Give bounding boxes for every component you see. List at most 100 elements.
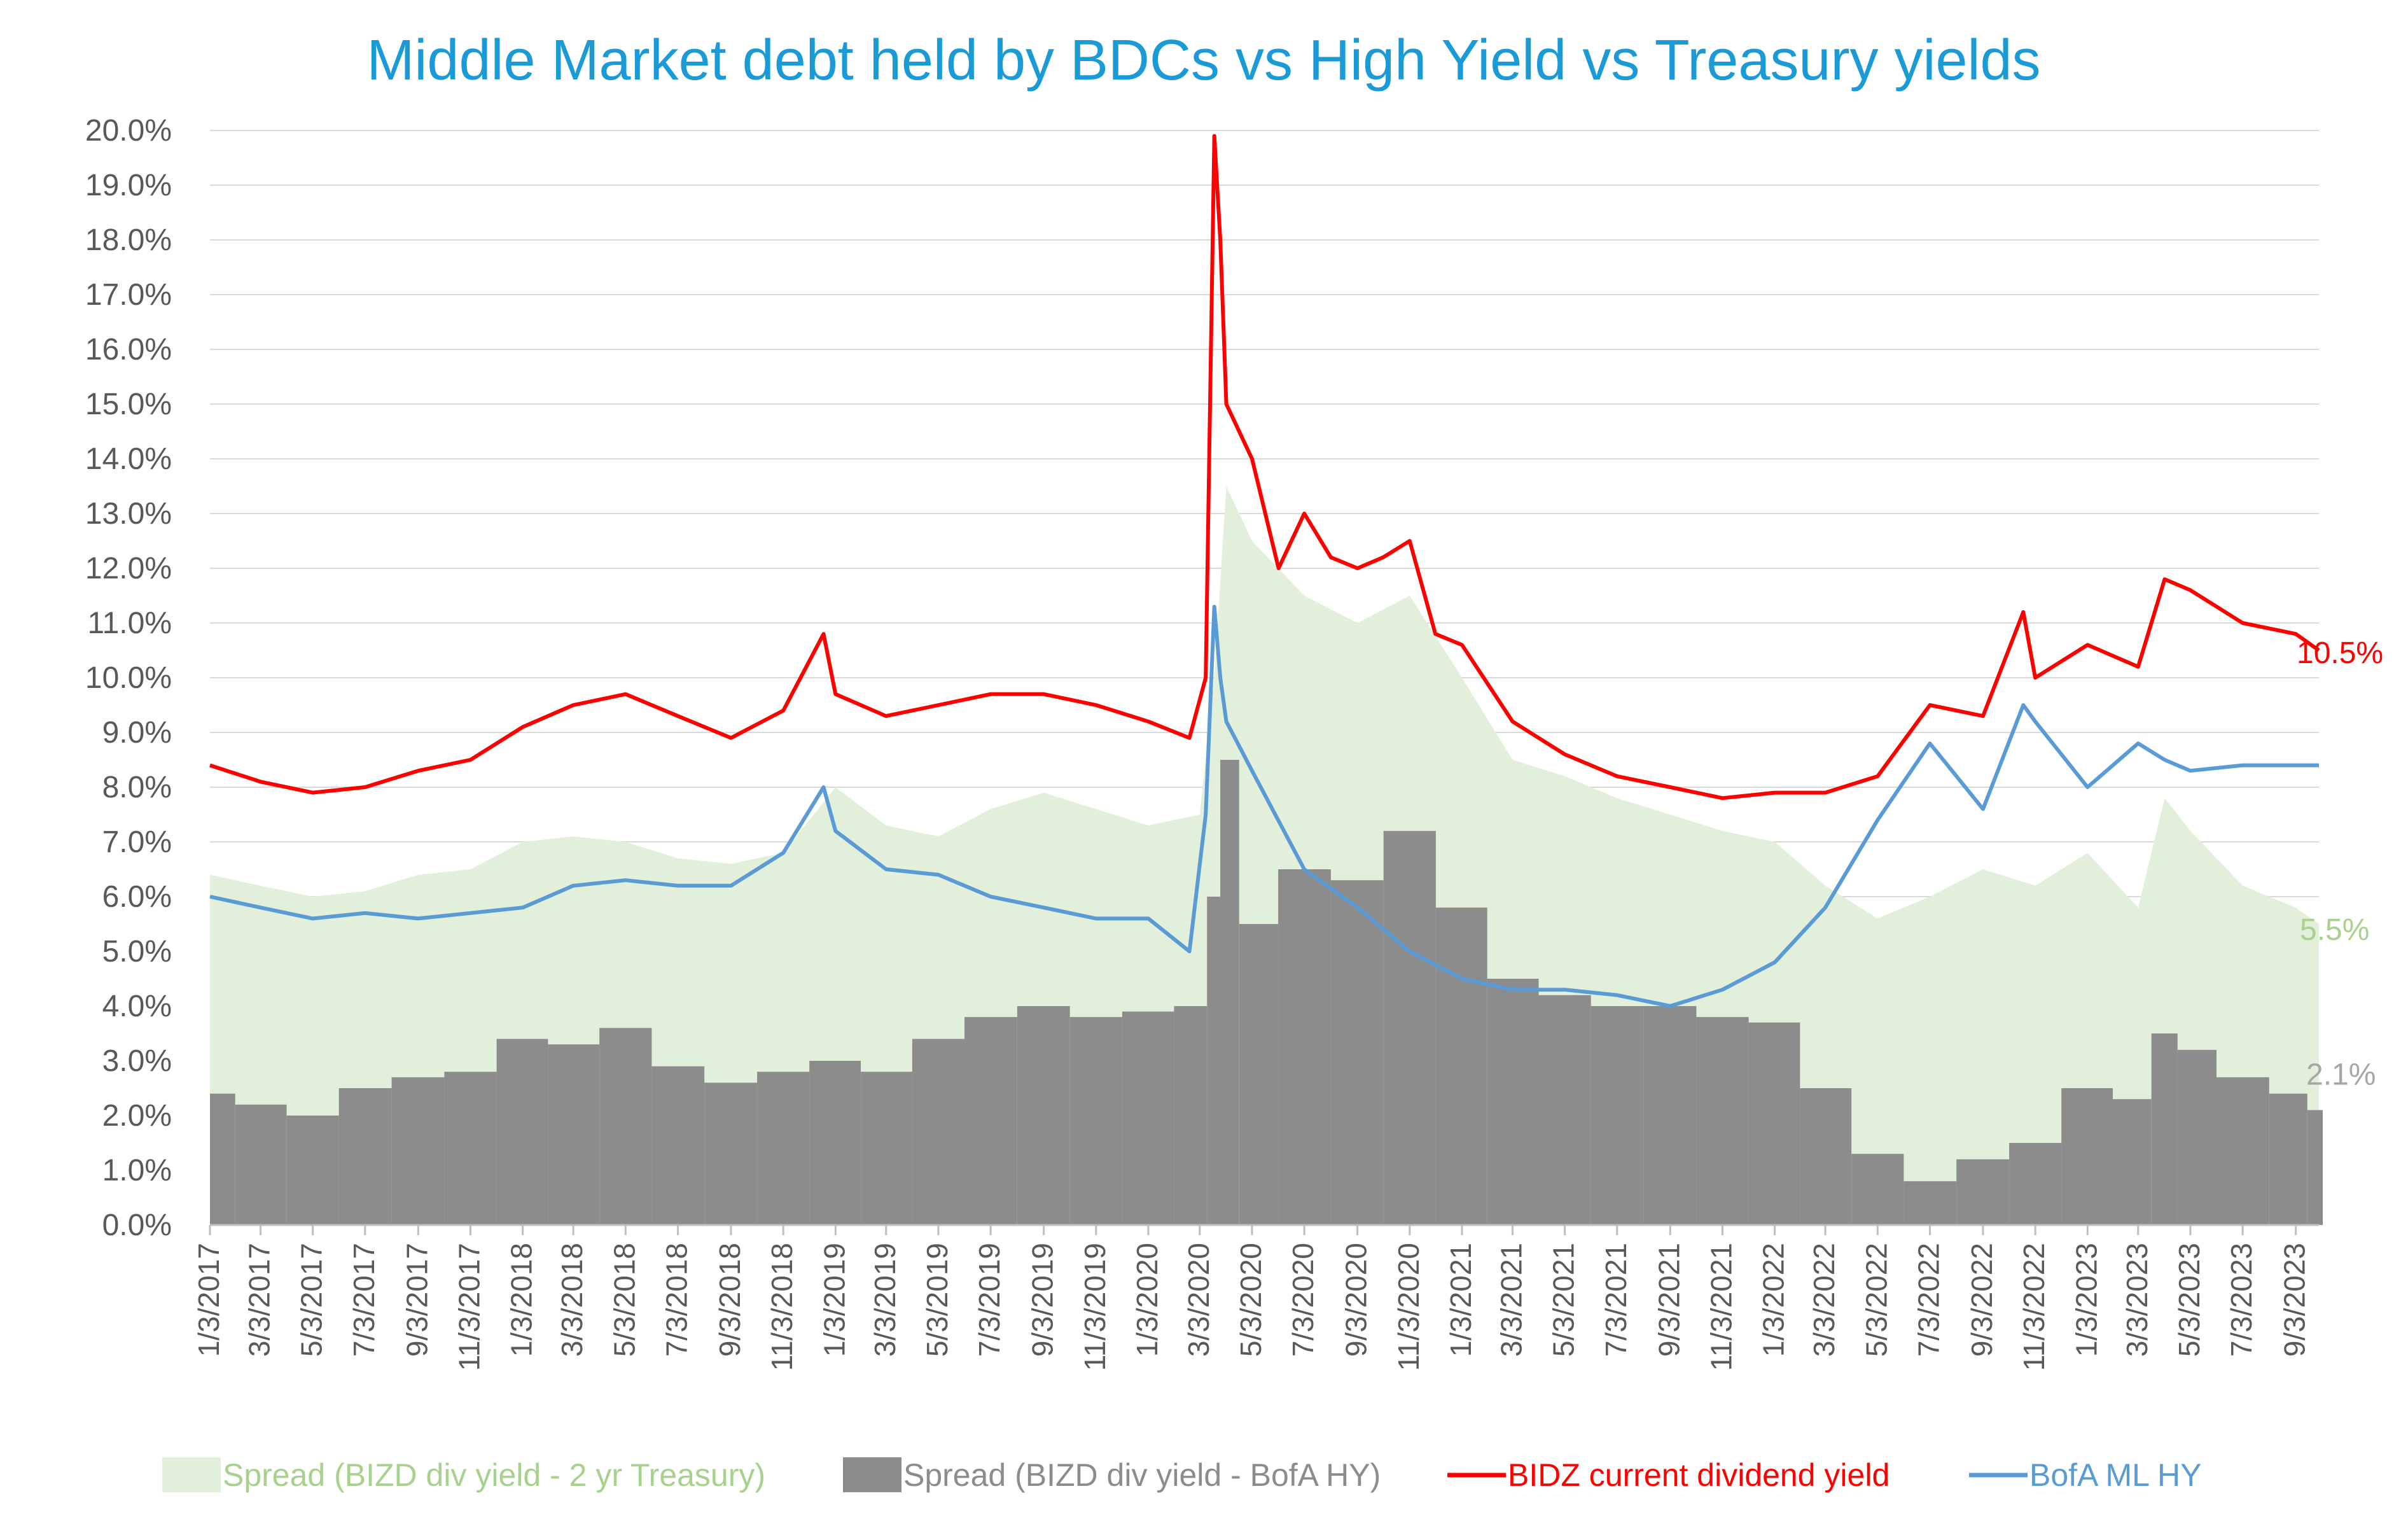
bar-spread-hy	[964, 1017, 1017, 1225]
bar-spread-hy	[1487, 979, 1539, 1225]
bar-spread-hy	[757, 1072, 810, 1225]
bar-spread-hy	[1383, 830, 1436, 1225]
x-tick-label: 7/3/2021	[1599, 1243, 1632, 1357]
x-tick-label: 5/3/2023	[2173, 1243, 2206, 1357]
x-tick-label: 5/3/2022	[1860, 1243, 1893, 1357]
bar-spread-hy	[2151, 1033, 2178, 1225]
x-tick-label: 7/3/2018	[660, 1243, 693, 1357]
x-tick-label: 3/3/2023	[2120, 1243, 2154, 1357]
bar-spread-hy	[2061, 1088, 2113, 1225]
bar-spread-hy	[1538, 995, 1591, 1225]
line-series	[209, 134, 2320, 1008]
x-tick-label: 3/3/2019	[868, 1243, 901, 1357]
x-tick-label: 3/3/2022	[1807, 1243, 1841, 1357]
y-tick-label: 13.0%	[85, 497, 172, 531]
bar-spread-hy	[912, 1039, 965, 1225]
end-label-bidz: 10.5%	[2297, 636, 2383, 670]
y-tick-label: 5.0%	[102, 935, 172, 969]
bar-spread-hy	[1017, 1006, 1070, 1225]
bar-spread-hy	[1800, 1088, 1852, 1225]
x-tick-label: 1/3/2017	[192, 1243, 225, 1357]
bar-spread-hy	[1207, 897, 1221, 1225]
bar-spread-hy	[548, 1044, 600, 1225]
x-tick-label: 11/3/2018	[765, 1243, 798, 1371]
x-tick-label: 1/3/2023	[2070, 1243, 2103, 1357]
x-tick-label: 3/3/2018	[555, 1243, 588, 1357]
y-tick-label: 12.0%	[85, 552, 172, 585]
y-tick-label: 1.0%	[102, 1154, 172, 1187]
x-tick-label: 7/3/2022	[1912, 1243, 1945, 1357]
x-tick-label: 5/3/2018	[608, 1243, 641, 1357]
x-tick-label: 1/3/2021	[1444, 1243, 1477, 1357]
y-tick-label: 3.0%	[102, 1044, 172, 1078]
bar-spread-hy	[2113, 1099, 2152, 1225]
legend-label: BofA ML HY	[2029, 1457, 2201, 1493]
y-tick-label: 9.0%	[102, 716, 172, 750]
bar-spread-hy	[1174, 1006, 1207, 1225]
line-bidz-dividend-yield	[209, 134, 2320, 801]
x-axis-ticks: 1/3/2017 3/3/2017 5/3/2017 7/3/2017 9/3/2017…	[192, 1225, 2311, 1371]
y-tick-label: 8.0%	[102, 771, 172, 804]
end-label-spread-hy: 2.1%	[2306, 1058, 2376, 1091]
y-tick-label: 19.0%	[85, 169, 172, 202]
x-tick-label: 1/3/2020	[1131, 1243, 1164, 1357]
x-tick-label: 7/3/2019	[973, 1243, 1006, 1357]
bar-spread-hy	[1590, 1006, 1644, 1225]
y-tick-label: 6.0%	[102, 880, 172, 914]
bar-spread-hy	[338, 1088, 392, 1225]
legend-label: Spread (BIZD div yield - BofA HY)	[903, 1457, 1381, 1493]
x-tick-label: 5/3/2019	[921, 1243, 954, 1357]
bar-spread-hy	[704, 1082, 757, 1225]
x-tick-label: 9/3/2022	[1965, 1243, 1998, 1357]
x-tick-label: 3/3/2020	[1182, 1243, 1215, 1357]
y-tick-label: 15.0%	[85, 388, 172, 421]
bar-spread-hy	[210, 1093, 235, 1225]
x-tick-label: 11/3/2019	[1078, 1243, 1111, 1371]
x-tick-label: 1/3/2022	[1757, 1243, 1790, 1357]
x-tick-label: 5/3/2020	[1234, 1243, 1267, 1357]
line-bofa-ml-hy	[209, 605, 2319, 1008]
bar-spread-hy	[2307, 1110, 2323, 1225]
bar-spread-hy	[444, 1072, 497, 1225]
bar-spread-hy	[1435, 907, 1487, 1225]
bar-spread-hy	[1851, 1154, 1904, 1225]
bar-spread-hy	[391, 1077, 445, 1225]
bar-spread-hy	[2009, 1143, 2062, 1225]
y-tick-label: 20.0%	[85, 114, 172, 148]
y-tick-label: 17.0%	[85, 278, 172, 312]
x-tick-label: 11/3/2020	[1392, 1243, 1425, 1371]
x-tick-label: 9/3/2023	[2278, 1243, 2311, 1357]
bar-spread-hy	[599, 1028, 652, 1225]
legend: Spread (BIZD div yield - 2 yr Treasury) S…	[162, 1457, 2201, 1493]
x-tick-label: 7/3/2017	[347, 1243, 380, 1357]
y-tick-label: 0.0%	[102, 1208, 172, 1242]
bar-spread-hy	[1696, 1017, 1749, 1225]
x-tick-label: 1/3/2019	[818, 1243, 851, 1357]
bar-spread-hy	[1748, 1022, 1800, 1225]
bar-spread-hy	[1069, 1017, 1122, 1225]
bar-spread-hy	[1220, 760, 1239, 1225]
x-tick-label: 11/3/2021	[1704, 1243, 1737, 1371]
y-tick-label: 7.0%	[102, 825, 172, 859]
bar-spread-hy	[1956, 1159, 2009, 1225]
chart-title: Middle Market debt held by BDCs vs High …	[366, 29, 2040, 92]
y-tick-label: 16.0%	[85, 333, 172, 367]
bar-spread-hy	[1239, 924, 1279, 1225]
x-tick-label: 9/3/2019	[1026, 1243, 1059, 1357]
y-tick-label: 2.0%	[102, 1099, 172, 1133]
bar-spread-hy	[651, 1066, 705, 1225]
x-tick-label: 7/3/2020	[1286, 1243, 1319, 1357]
legend-swatch	[162, 1457, 221, 1492]
bar-spread-hy	[1643, 1006, 1697, 1225]
bar-spread-hy	[2177, 1049, 2217, 1225]
y-tick-label: 18.0%	[85, 223, 172, 257]
legend-label: Spread (BIZD div yield - 2 yr Treasury)	[223, 1457, 765, 1493]
x-tick-label: 5/3/2021	[1547, 1243, 1580, 1357]
bar-spread-hy	[286, 1116, 339, 1225]
bar-spread-hy	[235, 1104, 287, 1225]
bar-spread-hy	[809, 1061, 861, 1225]
bar-spread-hy	[2217, 1077, 2269, 1225]
x-tick-label: 11/3/2022	[2017, 1243, 2050, 1371]
x-tick-label: 9/3/2020	[1340, 1243, 1373, 1357]
spread-hy-bar-series	[210, 760, 2323, 1225]
